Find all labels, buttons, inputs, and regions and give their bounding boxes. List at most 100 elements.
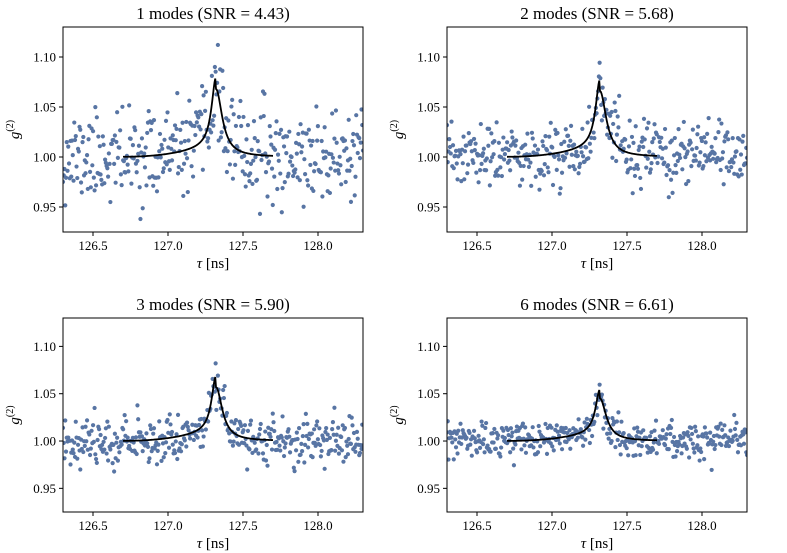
y-axis-superscript: (2)	[5, 120, 16, 132]
data-point	[644, 126, 650, 131]
data-point	[520, 421, 526, 426]
data-point	[663, 436, 668, 441]
data-point	[471, 428, 477, 433]
data-point	[226, 118, 231, 123]
x-axis-unit: [ns]	[586, 536, 613, 552]
data-point	[178, 127, 183, 132]
data-point	[156, 175, 161, 180]
data-point	[730, 136, 735, 141]
data-point	[318, 442, 323, 448]
data-point	[662, 443, 668, 448]
subplot-4: 126.5 127.0 127.5 128.0 0.95 1.00 1.05 1.10 6 mo…	[389, 295, 748, 552]
data-point	[82, 443, 87, 448]
data-point	[169, 146, 174, 151]
data-point	[616, 410, 621, 415]
data-point	[313, 161, 318, 167]
data-point	[543, 134, 548, 139]
data-point	[269, 166, 275, 171]
data-point	[135, 403, 140, 408]
data-point	[645, 156, 650, 161]
data-point	[306, 436, 311, 442]
data-point	[626, 453, 631, 458]
data-point	[681, 119, 686, 125]
data-point	[664, 172, 669, 178]
data-point	[685, 430, 690, 435]
data-point	[300, 433, 305, 439]
data-point	[587, 427, 592, 433]
data-point	[151, 426, 157, 431]
data-point	[550, 182, 556, 188]
data-point	[522, 443, 527, 448]
data-point	[183, 151, 188, 156]
x-axis-label: τ [ns]	[581, 536, 613, 552]
data-point	[114, 440, 119, 445]
data-point	[557, 441, 562, 446]
data-point	[117, 145, 122, 150]
data-point	[461, 134, 466, 139]
data-point	[240, 169, 245, 174]
y-tick-label: 0.95	[417, 481, 440, 496]
data-point	[702, 153, 707, 158]
data-point	[513, 442, 518, 447]
data-point	[221, 395, 226, 401]
data-point	[65, 168, 70, 173]
data-point	[121, 427, 126, 432]
y-axis-label: g(2)	[389, 120, 407, 139]
data-point	[491, 440, 496, 445]
data-point	[493, 173, 498, 178]
data-point	[621, 430, 626, 436]
data-point	[91, 439, 96, 444]
data-point	[580, 154, 586, 159]
data-point	[713, 136, 718, 141]
data-point	[118, 128, 123, 133]
data-point	[318, 170, 323, 175]
data-point	[238, 98, 243, 104]
data-point	[121, 159, 126, 164]
data-point	[63, 175, 69, 180]
data-point	[653, 418, 659, 423]
data-point	[203, 89, 208, 94]
data-point	[329, 152, 334, 157]
data-point	[532, 143, 538, 148]
data-point	[186, 428, 191, 433]
data-point	[628, 166, 633, 171]
data-point	[148, 423, 153, 428]
data-point	[630, 191, 635, 196]
data-point	[566, 437, 571, 442]
data-point	[610, 416, 615, 421]
data-point	[81, 449, 86, 455]
data-point	[484, 156, 489, 161]
data-point	[537, 429, 542, 434]
x-tick-label: 128.0	[303, 518, 332, 533]
data-point	[651, 440, 656, 445]
data-point	[336, 451, 342, 456]
data-point	[298, 452, 303, 457]
x-tick-label: 127.5	[228, 518, 257, 533]
data-point	[693, 424, 698, 429]
data-point	[605, 132, 610, 137]
data-point	[617, 93, 622, 98]
data-point	[480, 423, 485, 428]
data-point	[577, 161, 583, 166]
data-point	[330, 427, 335, 432]
x-tick-label: 126.5	[78, 238, 107, 253]
data-point	[726, 168, 732, 174]
data-point	[190, 174, 196, 179]
data-point	[230, 443, 236, 448]
data-point	[129, 181, 134, 186]
data-point	[178, 140, 184, 145]
fit-line	[507, 389, 658, 442]
data-point	[63, 449, 69, 454]
data-point	[357, 156, 363, 161]
data-point	[206, 136, 211, 141]
data-point	[671, 153, 677, 158]
y-tick-label: 0.95	[33, 481, 56, 496]
data-point	[165, 417, 170, 423]
data-point	[576, 417, 581, 422]
data-point	[585, 120, 590, 125]
data-point	[456, 428, 461, 433]
data-point	[479, 419, 484, 424]
data-point	[331, 432, 336, 437]
data-point	[203, 427, 208, 432]
